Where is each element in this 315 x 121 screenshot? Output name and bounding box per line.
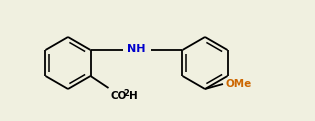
Text: OMe: OMe [225,79,251,89]
Text: NH: NH [127,44,146,54]
Text: H: H [129,91,137,101]
Text: 2: 2 [123,89,129,98]
Text: CO: CO [111,91,127,101]
